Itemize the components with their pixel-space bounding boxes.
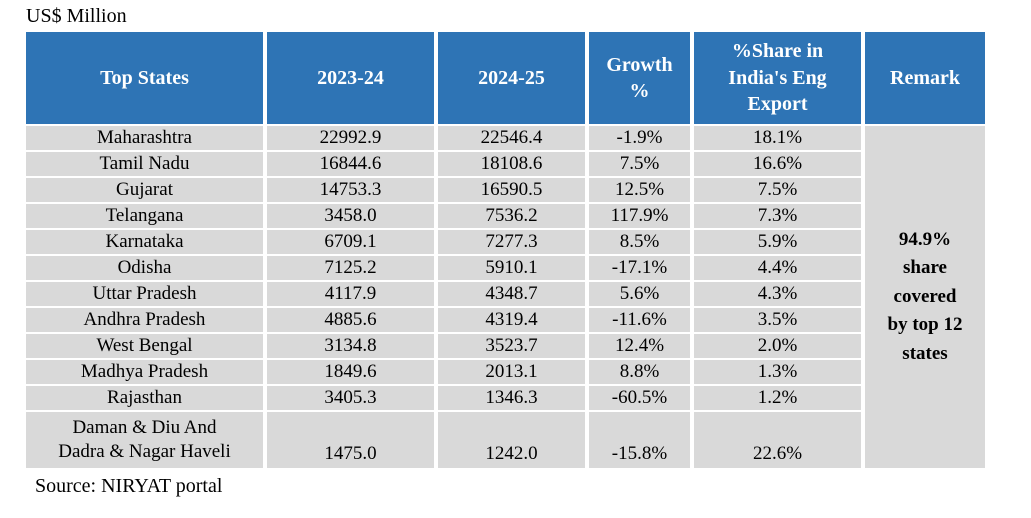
table-row: Odisha 7125.2 5910.1 -17.1% 4.4% <box>22 254 987 282</box>
fy2425-cell: 7536.2 <box>434 202 589 230</box>
table-row: Gujarat 14753.3 16590.5 12.5% 7.5% <box>22 176 987 204</box>
table-row: West Bengal 3134.8 3523.7 12.4% 2.0% <box>22 332 987 360</box>
fy2324-cell: 3405.3 <box>263 384 438 412</box>
growth-cell: 8.8% <box>585 358 694 386</box>
fy2425-cell: 4319.4 <box>434 306 589 334</box>
state-cell: Odisha <box>22 254 267 282</box>
col-header-growth: Growth % <box>585 30 694 126</box>
fy2425-cell: 1242.0 <box>434 410 589 470</box>
fy2324-cell: 3458.0 <box>263 202 438 230</box>
fy2425-cell: 7277.3 <box>434 228 589 256</box>
state-cell: Rajasthan <box>22 384 267 412</box>
share-cell: 7.5% <box>690 176 865 204</box>
share-cell: 2.0% <box>690 332 865 360</box>
growth-cell: 7.5% <box>585 150 694 178</box>
growth-cell: -15.8% <box>585 410 694 470</box>
fy2324-cell: 1849.6 <box>263 358 438 386</box>
fy2324-cell: 1475.0 <box>263 410 438 470</box>
share-cell: 4.4% <box>690 254 865 282</box>
fy2324-cell: 22992.9 <box>263 124 438 152</box>
growth-cell: 8.5% <box>585 228 694 256</box>
states-export-table: Top States 2023-24 2024-25 Growth % %Sha… <box>22 30 989 470</box>
state-cell: Madhya Pradesh <box>22 358 267 386</box>
growth-cell: -1.9% <box>585 124 694 152</box>
growth-cell: 12.5% <box>585 176 694 204</box>
share-cell: 16.6% <box>690 150 865 178</box>
col-header-share: %Share in India's Eng Export <box>690 30 865 126</box>
growth-cell: 5.6% <box>585 280 694 308</box>
share-cell: 3.5% <box>690 306 865 334</box>
fy2324-cell: 7125.2 <box>263 254 438 282</box>
table-row: Rajasthan 3405.3 1346.3 -60.5% 1.2% <box>22 384 987 412</box>
fy2324-cell: 3134.8 <box>263 332 438 360</box>
state-cell: West Bengal <box>22 332 267 360</box>
fy2425-cell: 5910.1 <box>434 254 589 282</box>
source-note: Source: NIRYAT portal <box>35 475 223 497</box>
growth-cell: -17.1% <box>585 254 694 282</box>
table-row: Tamil Nadu 16844.6 18108.6 7.5% 16.6% <box>22 150 987 178</box>
table-row: Andhra Pradesh 4885.6 4319.4 -11.6% 3.5% <box>22 306 987 334</box>
fy2425-cell: 16590.5 <box>434 176 589 204</box>
table-row: Maharashtra 22992.9 22546.4 -1.9% 18.1% … <box>22 124 989 470</box>
fy2425-cell: 18108.6 <box>434 150 589 178</box>
header-row: Top States 2023-24 2024-25 Growth % %Sha… <box>22 30 989 126</box>
growth-cell: 12.4% <box>585 332 694 360</box>
state-cell: Karnataka <box>22 228 267 256</box>
fy2425-cell: 4348.7 <box>434 280 589 308</box>
state-cell: Gujarat <box>22 176 267 204</box>
state-cell: Andhra Pradesh <box>22 306 267 334</box>
units-label: US$ Million <box>26 5 127 27</box>
fy2324-cell: 14753.3 <box>263 176 438 204</box>
table-row: Madhya Pradesh 1849.6 2013.1 8.8% 1.3% <box>22 358 987 386</box>
table-row: Telangana 3458.0 7536.2 117.9% 7.3% <box>22 202 987 230</box>
growth-cell: -60.5% <box>585 384 694 412</box>
share-cell: 4.3% <box>690 280 865 308</box>
growth-cell: 117.9% <box>585 202 694 230</box>
share-cell: 1.3% <box>690 358 865 386</box>
table-row: Daman & Diu And Dadra & Nagar Haveli 147… <box>22 410 987 470</box>
table-row: Karnataka 6709.1 7277.3 8.5% 5.9% <box>22 228 987 256</box>
fy2324-cell: 4117.9 <box>263 280 438 308</box>
state-cell: Telangana <box>22 202 267 230</box>
fy2324-cell: 16844.6 <box>263 150 438 178</box>
share-cell: 18.1% <box>690 124 865 152</box>
share-cell: 7.3% <box>690 202 865 230</box>
state-cell: Uttar Pradesh <box>22 280 267 308</box>
fy2324-cell: 6709.1 <box>263 228 438 256</box>
growth-cell: -11.6% <box>585 306 694 334</box>
fy2425-cell: 3523.7 <box>434 332 589 360</box>
col-header-remark: Remark <box>861 30 989 126</box>
fy2324-cell: 4885.6 <box>263 306 438 334</box>
table-row: Uttar Pradesh 4117.9 4348.7 5.6% 4.3% <box>22 280 987 308</box>
fy2425-cell: 22546.4 <box>434 124 589 152</box>
col-header-2024-25: 2024-25 <box>434 30 589 126</box>
state-cell: Tamil Nadu <box>22 150 267 178</box>
fy2425-cell: 2013.1 <box>434 358 589 386</box>
share-cell: 5.9% <box>690 228 865 256</box>
share-cell: 22.6% <box>690 410 865 470</box>
col-header-top-states: Top States <box>22 30 267 126</box>
state-cell: Maharashtra <box>22 124 267 152</box>
col-header-2023-24: 2023-24 <box>263 30 438 126</box>
fy2425-cell: 1346.3 <box>434 384 589 412</box>
share-cell: 1.2% <box>690 384 865 412</box>
state-cell: Daman & Diu And Dadra & Nagar Haveli <box>22 410 267 470</box>
remark-cell: 94.9% share covered by top 12 states <box>861 124 989 470</box>
